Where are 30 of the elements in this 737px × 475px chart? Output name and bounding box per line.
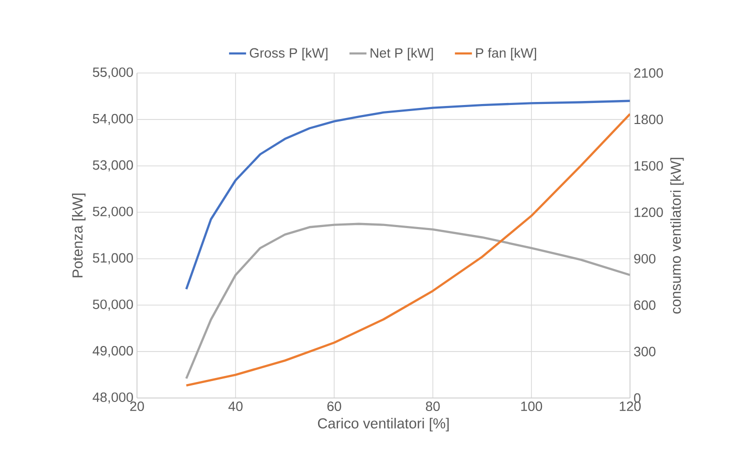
y-tick-label: 50,000 — [92, 300, 133, 311]
y2-tick-label: 1200 — [634, 208, 663, 218]
y2-tick-label: 300 — [634, 346, 656, 356]
y-tick-label: 48,000 — [92, 392, 133, 404]
y-tick-label: 55,000 — [92, 67, 133, 79]
y-tick-label: 52,000 — [92, 206, 133, 218]
line-series — [185, 112, 630, 387]
x-tick-label: 40 — [228, 402, 243, 412]
legend-label: Gross P [kW] — [250, 48, 328, 60]
y-axis-title: Potenza [kW] — [72, 194, 86, 278]
y-tick-label: 49,000 — [92, 346, 133, 358]
y2-tick-label: 1800 — [634, 114, 663, 124]
y2-tick-label: 900 — [634, 254, 656, 264]
x-tick-label: 120 — [620, 402, 641, 412]
y2-tick-label: 2100 — [634, 68, 663, 78]
y2-tick-label: 600 — [634, 300, 656, 310]
y2-axis-title: consumo ventilatori [kW] — [670, 158, 684, 314]
y-tick-label: 53,000 — [92, 160, 133, 172]
x-tick-label: 80 — [426, 402, 440, 412]
x-tick-label: 60 — [327, 402, 342, 412]
y-tick-label: 54,000 — [92, 114, 133, 125]
x-tick-label: 20 — [130, 402, 144, 412]
y2-tick-label: 1500 — [634, 161, 663, 171]
legend-label: P fan [kW] — [476, 48, 536, 60]
legend-label: Net P [kW] — [370, 48, 433, 60]
x-tick-label: 100 — [521, 402, 542, 412]
line-series — [185, 100, 630, 290]
x-axis-title: Carico ventilatori [%] — [318, 418, 449, 432]
y-tick-label: 51,000 — [92, 253, 133, 264]
line-series — [185, 222, 630, 380]
